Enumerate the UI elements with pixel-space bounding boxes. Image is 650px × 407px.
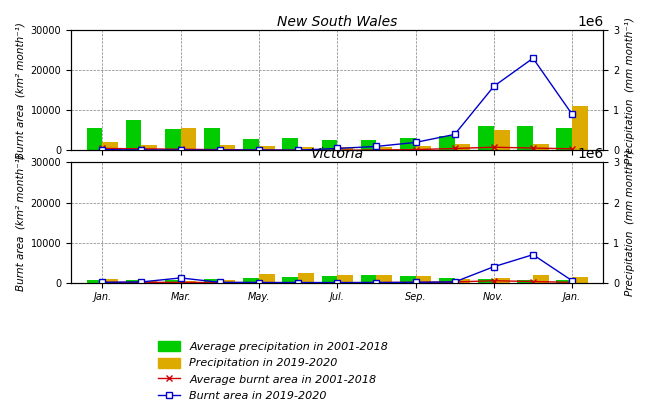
Bar [220,145,235,151]
Bar [298,273,314,283]
Bar [455,144,471,151]
Bar [517,280,533,283]
Bar [298,147,314,151]
Title: New South Wales: New South Wales [277,15,397,29]
Bar [494,130,510,151]
Bar [415,146,431,151]
Bar [376,147,392,151]
Bar [494,278,510,283]
Y-axis label: Burnt area  (km² month⁻¹): Burnt area (km² month⁻¹) [15,22,25,159]
Bar [204,279,220,283]
Bar [142,145,157,151]
Bar [86,280,102,283]
Bar [572,106,588,151]
Bar [556,128,572,151]
Bar [415,276,431,283]
Bar [165,129,181,151]
Bar [102,142,118,151]
Bar [572,277,588,283]
Bar [478,279,494,283]
Bar [204,127,220,151]
Bar [126,120,142,151]
Bar [376,275,392,283]
Y-axis label: Precipitation  (mm month⁻¹): Precipitation (mm month⁻¹) [625,17,635,164]
Bar [533,275,549,283]
Bar [439,136,455,151]
Bar [283,277,298,283]
Bar [337,147,353,151]
Bar [259,146,274,151]
Legend: Average precipitation in 2001-2018, Precipitation in 2019-2020, Average burnt ar: Average precipitation in 2001-2018, Prec… [153,337,393,405]
Bar [142,281,157,283]
Bar [400,138,415,151]
Bar [533,144,549,151]
Bar [165,280,181,283]
Bar [181,127,196,151]
Bar [126,280,142,283]
Bar [337,275,353,283]
Bar [259,274,274,283]
Bar [283,138,298,151]
Bar [517,127,533,151]
Bar [361,275,376,283]
Bar [220,280,235,283]
Bar [322,276,337,283]
Title: Victoria: Victoria [311,147,364,161]
Bar [439,278,455,283]
Bar [455,279,471,283]
Bar [400,276,415,283]
Bar [102,279,118,283]
Bar [86,128,102,151]
Bar [556,280,572,283]
Bar [243,278,259,283]
Bar [322,140,337,151]
Y-axis label: Burnt area  (km² month⁻¹): Burnt area (km² month⁻¹) [15,154,25,291]
Bar [181,281,196,283]
Bar [361,140,376,151]
Bar [243,139,259,151]
Bar [478,127,494,151]
Y-axis label: Precipitation  (mm month⁻¹): Precipitation (mm month⁻¹) [625,149,635,296]
